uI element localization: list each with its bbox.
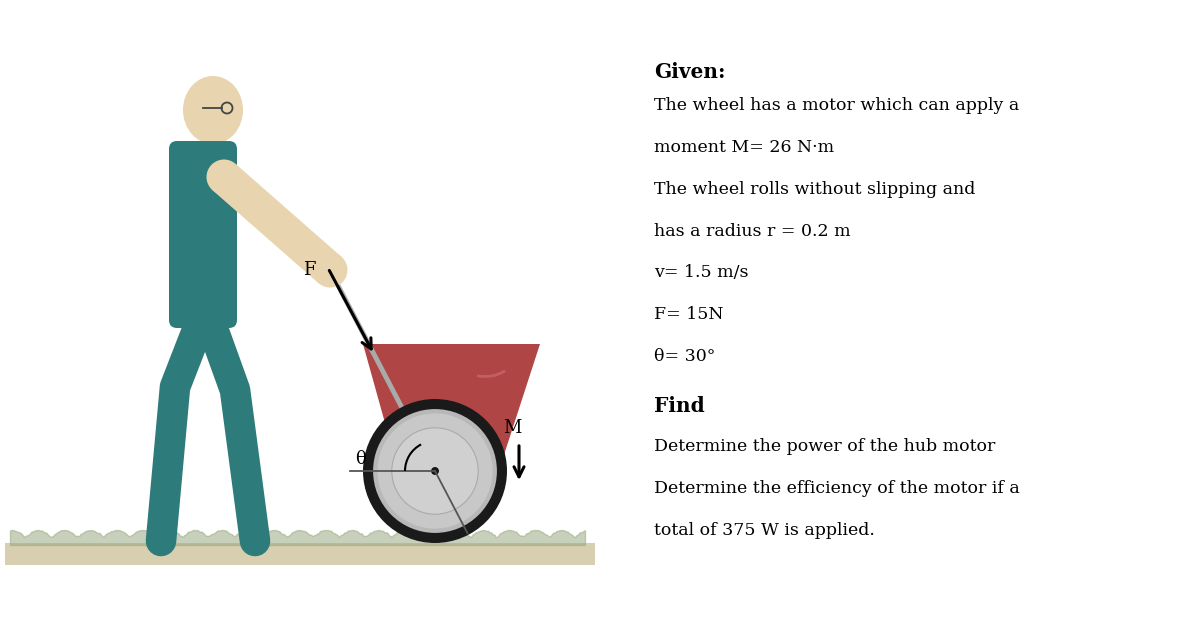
Text: has a radius r = 0.2 m: has a radius r = 0.2 m <box>654 222 851 239</box>
FancyBboxPatch shape <box>169 141 236 328</box>
Text: θ= 30°: θ= 30° <box>654 348 715 365</box>
Text: Determine the efficiency of the motor if a: Determine the efficiency of the motor if… <box>654 480 1020 497</box>
Text: The wheel has a motor which can apply a: The wheel has a motor which can apply a <box>654 97 1019 114</box>
Text: v= 1.5 m/s: v= 1.5 m/s <box>654 264 749 281</box>
Text: Determine the power of the hub motor: Determine the power of the hub motor <box>654 438 995 455</box>
Text: total of 375 W is applied.: total of 375 W is applied. <box>654 522 875 539</box>
Text: F= 15N: F= 15N <box>654 306 724 323</box>
Text: θ: θ <box>355 450 366 468</box>
Polygon shape <box>212 164 342 283</box>
Circle shape <box>373 409 497 533</box>
Circle shape <box>362 399 506 543</box>
Text: F: F <box>302 261 316 279</box>
Circle shape <box>377 413 492 529</box>
Bar <box>5 543 595 565</box>
Ellipse shape <box>182 76 242 144</box>
Circle shape <box>312 253 348 288</box>
Text: Find: Find <box>654 396 704 416</box>
Text: Given:: Given: <box>654 62 726 82</box>
Polygon shape <box>364 344 540 466</box>
Text: M: M <box>503 419 521 437</box>
Circle shape <box>432 468 438 474</box>
Circle shape <box>391 428 478 514</box>
Text: The wheel rolls without slipping and: The wheel rolls without slipping and <box>654 181 976 198</box>
Text: moment M= 26 N·m: moment M= 26 N·m <box>654 139 834 156</box>
Circle shape <box>206 159 241 194</box>
